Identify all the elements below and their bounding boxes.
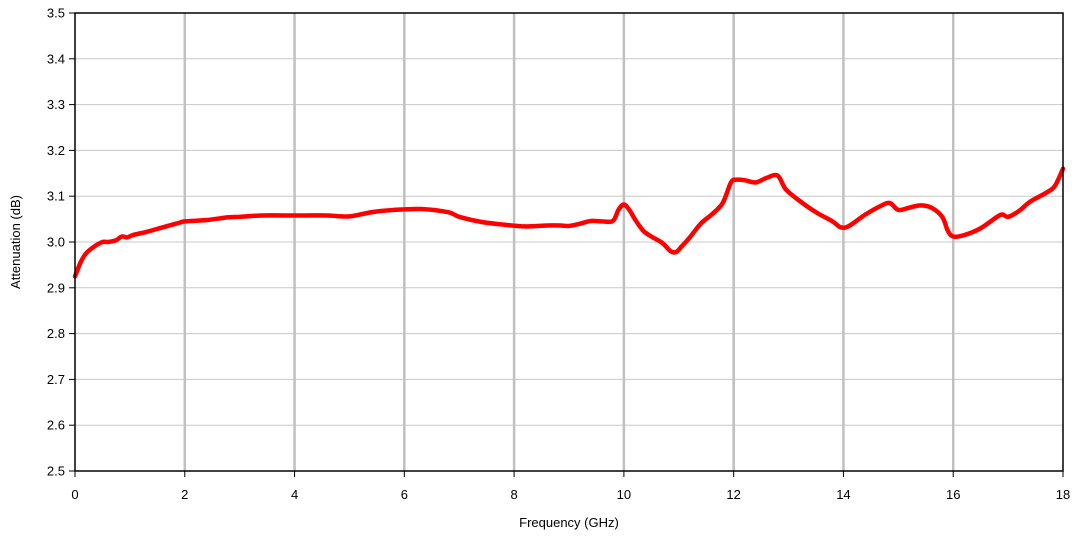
x-tick-label: 10 [617, 487, 631, 502]
axis-ticks: 2.5 2.6 2.7 2.8 2.9 3.0 3.1 3.2 3.3 3.4 3.5 0 2 4 6 8 10… [47, 6, 1070, 503]
y-tick-label: 3.1 [47, 189, 65, 204]
y-tick-label: 3.4 [47, 51, 65, 66]
x-tick-label: 6 [401, 487, 408, 502]
x-axis-title: Frequency (GHz) [519, 515, 619, 530]
x-tick-label: 8 [510, 487, 517, 502]
x-tick-label: 12 [726, 487, 740, 502]
y-tick-label: 3.3 [47, 97, 65, 112]
x-tick-label: 16 [946, 487, 960, 502]
x-tick-label: 0 [71, 487, 78, 502]
y-axis-title: Attenuation (dB) [8, 195, 23, 289]
x-tick-label: 18 [1056, 487, 1070, 502]
x-tick-label: 2 [181, 487, 188, 502]
x-tick-label: 4 [291, 487, 298, 502]
attenuation-series-line [72, 166, 1066, 279]
x-tick-label: 14 [836, 487, 850, 502]
y-tick-label: 2.9 [47, 280, 65, 295]
y-tick-label: 2.5 [47, 464, 65, 479]
y-tick-label: 2.7 [47, 372, 65, 387]
y-tick-label: 3.5 [47, 6, 65, 21]
y-tick-label: 2.6 [47, 418, 65, 433]
series-layer [72, 166, 1066, 279]
y-tick-label: 3.0 [47, 235, 65, 250]
y-tick-label: 3.2 [47, 143, 65, 158]
y-tick-label: 2.8 [47, 326, 65, 341]
